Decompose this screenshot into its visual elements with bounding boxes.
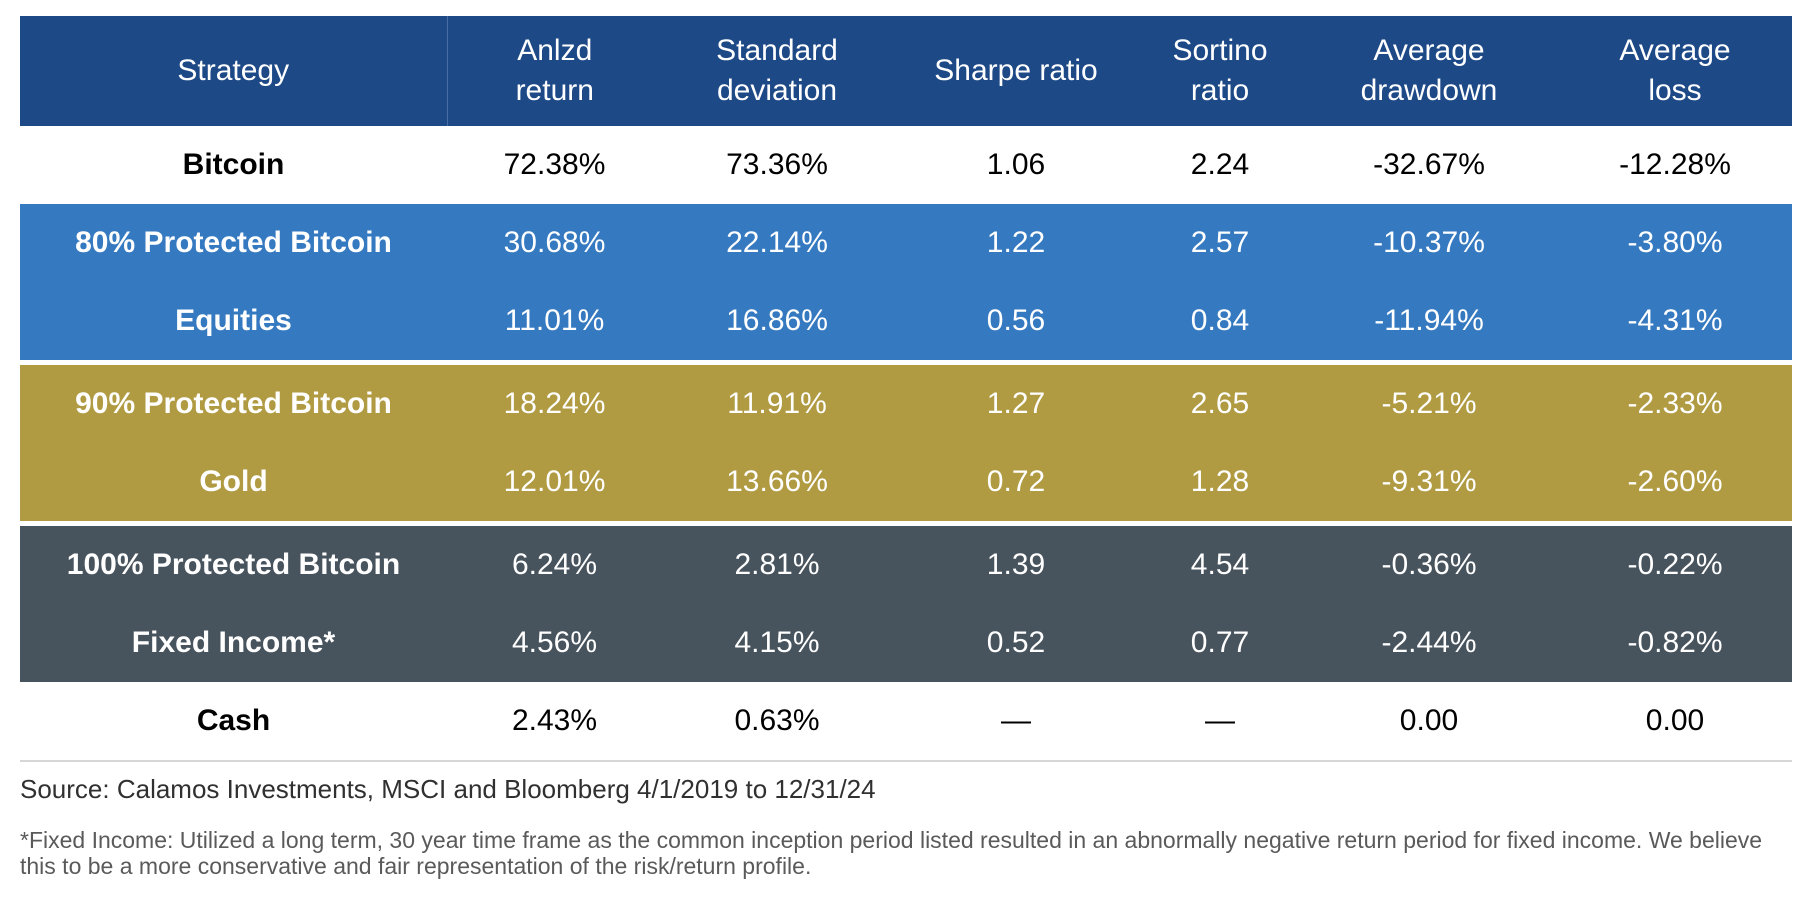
- loss-cell: -0.22%: [1558, 521, 1792, 604]
- loss-cell: -3.80%: [1558, 204, 1792, 282]
- std-cell: 16.86%: [662, 282, 892, 363]
- sharpe-cell: 1.06: [892, 126, 1140, 204]
- table-row: 80% Protected Bitcoin 30.68% 22.14% 1.22…: [20, 204, 1792, 282]
- loss-cell: -4.31%: [1558, 282, 1792, 363]
- sortino-cell: 1.28: [1140, 443, 1300, 524]
- sortino-cell: 4.54: [1140, 521, 1300, 604]
- std-cell: 11.91%: [662, 360, 892, 443]
- performance-table-container: Strategy Anlzd return Standard deviation S…: [20, 16, 1792, 762]
- table-row: 90% Protected Bitcoin 18.24% 11.91% 1.27…: [20, 360, 1792, 443]
- sharpe-cell: —: [892, 682, 1140, 762]
- sharpe-cell: 0.72: [892, 443, 1140, 524]
- header-annualized-return: Anlzd return: [447, 16, 662, 126]
- std-cell: 22.14%: [662, 204, 892, 282]
- header-average-loss: Average loss: [1558, 16, 1792, 126]
- sharpe-cell: 1.39: [892, 521, 1140, 604]
- strategy-cell: 100% Protected Bitcoin: [20, 521, 447, 604]
- drawdown-cell: 0.00: [1300, 682, 1558, 762]
- table-row: Cash 2.43% 0.63% — — 0.00 0.00: [20, 682, 1792, 762]
- sharpe-cell: 1.22: [892, 204, 1140, 282]
- loss-cell: -2.33%: [1558, 360, 1792, 443]
- table-row: 100% Protected Bitcoin 6.24% 2.81% 1.39 …: [20, 521, 1792, 604]
- drawdown-cell: -32.67%: [1300, 126, 1558, 204]
- table-header-row: Strategy Anlzd return Standard deviation S…: [20, 16, 1792, 126]
- std-cell: 2.81%: [662, 521, 892, 604]
- return-cell: 30.68%: [447, 204, 662, 282]
- strategy-cell: Equities: [20, 282, 447, 363]
- source-note: Source: Calamos Investments, MSCI and Bl…: [20, 774, 876, 804]
- sortino-cell: 2.24: [1140, 126, 1300, 204]
- sortino-cell: —: [1140, 682, 1300, 762]
- return-cell: 2.43%: [447, 682, 662, 762]
- strategy-cell: Bitcoin: [20, 126, 447, 204]
- loss-cell: -2.60%: [1558, 443, 1792, 524]
- std-cell: 73.36%: [662, 126, 892, 204]
- strategy-cell: Gold: [20, 443, 447, 524]
- return-cell: 12.01%: [447, 443, 662, 524]
- std-cell: 0.63%: [662, 682, 892, 762]
- strategy-cell: Cash: [20, 682, 447, 762]
- performance-table: Strategy Anlzd return Standard deviation S…: [20, 16, 1792, 762]
- sharpe-cell: 0.52: [892, 604, 1140, 682]
- sortino-cell: 2.65: [1140, 360, 1300, 443]
- table-row: Fixed Income* 4.56% 4.15% 0.52 0.77 -2.4…: [20, 604, 1792, 682]
- drawdown-cell: -0.36%: [1300, 521, 1558, 604]
- std-cell: 4.15%: [662, 604, 892, 682]
- return-cell: 4.56%: [447, 604, 662, 682]
- strategy-cell: Fixed Income*: [20, 604, 447, 682]
- sharpe-cell: 1.27: [892, 360, 1140, 443]
- drawdown-cell: -2.44%: [1300, 604, 1558, 682]
- strategy-cell: 90% Protected Bitcoin: [20, 360, 447, 443]
- loss-cell: 0.00: [1558, 682, 1792, 762]
- header-standard-deviation: Standard deviation: [662, 16, 892, 126]
- drawdown-cell: -11.94%: [1300, 282, 1558, 363]
- footnote: *Fixed Income: Utilized a long term, 30 …: [20, 827, 1763, 879]
- return-cell: 18.24%: [447, 360, 662, 443]
- loss-cell: -0.82%: [1558, 604, 1792, 682]
- header-sharpe-ratio: Sharpe ratio: [892, 16, 1140, 126]
- drawdown-cell: -10.37%: [1300, 204, 1558, 282]
- strategy-cell: 80% Protected Bitcoin: [20, 204, 447, 282]
- header-sortino-ratio: Sortino ratio: [1140, 16, 1300, 126]
- sortino-cell: 0.84: [1140, 282, 1300, 363]
- loss-cell: -12.28%: [1558, 126, 1792, 204]
- header-strategy: Strategy: [20, 16, 448, 126]
- drawdown-cell: -5.21%: [1300, 360, 1558, 443]
- sharpe-cell: 0.56: [892, 282, 1140, 363]
- table-notes: Source: Calamos Investments, MSCI and Bl…: [20, 773, 1792, 879]
- sortino-cell: 0.77: [1140, 604, 1300, 682]
- return-cell: 72.38%: [447, 126, 662, 204]
- table-row: Gold 12.01% 13.66% 0.72 1.28 -9.31% -2.6…: [20, 443, 1792, 524]
- return-cell: 11.01%: [447, 282, 662, 363]
- sortino-cell: 2.57: [1140, 204, 1300, 282]
- std-cell: 13.66%: [662, 443, 892, 524]
- table-row: Equities 11.01% 16.86% 0.56 0.84 -11.94%…: [20, 282, 1792, 363]
- return-cell: 6.24%: [447, 521, 662, 604]
- drawdown-cell: -9.31%: [1300, 443, 1558, 524]
- table-row: Bitcoin 72.38% 73.36% 1.06 2.24 -32.67% …: [20, 126, 1792, 204]
- header-average-drawdown: Average drawdown: [1300, 16, 1558, 126]
